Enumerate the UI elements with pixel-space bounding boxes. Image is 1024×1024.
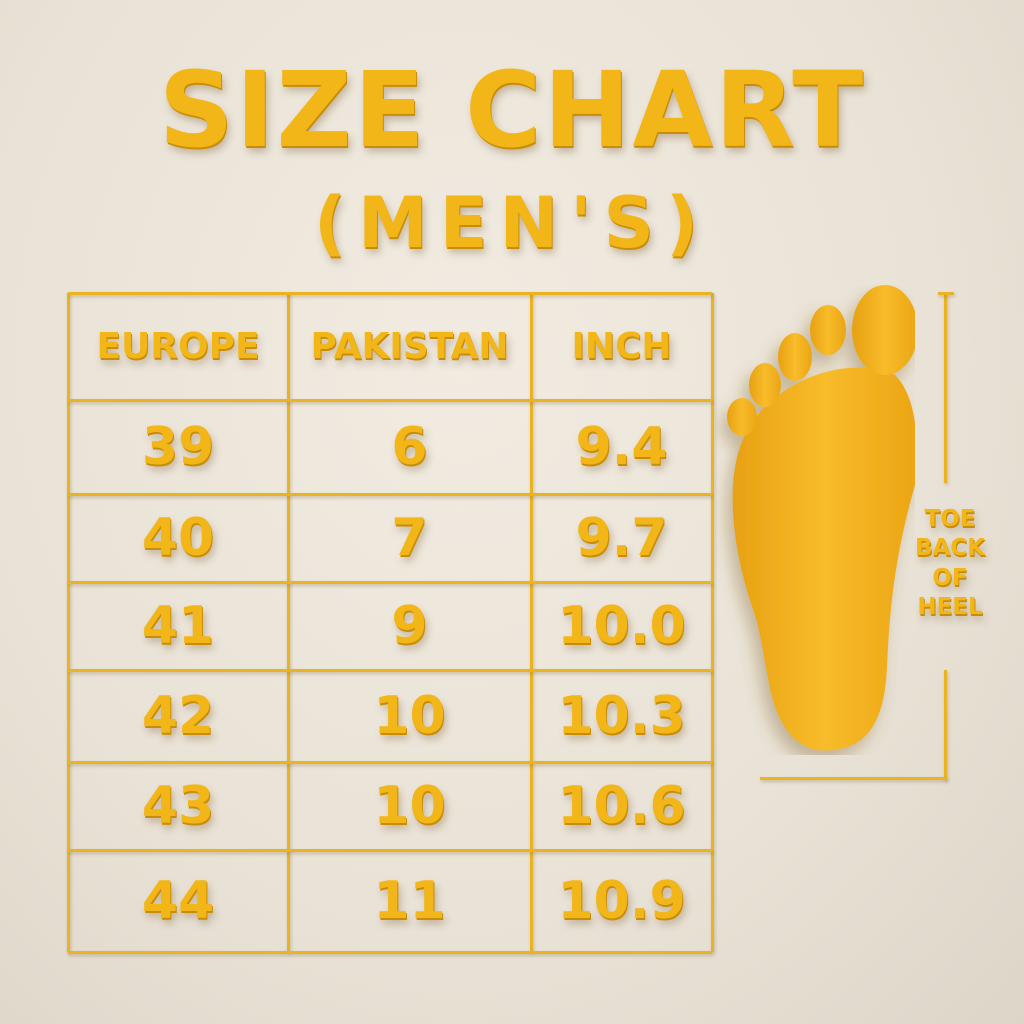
measure-label-line: HEEL [917,594,983,621]
table-cell: 9.4 [575,417,668,477]
table-cell: 39 [141,417,215,477]
table-cell: 9 [391,596,428,656]
size-table: EUROPE PAKISTAN INCH 39 6 9.4 40 7 9.7 41 9 10.0 42 1… [67,292,714,954]
table-column-line [530,293,533,952]
table-cell: 40 [141,508,215,568]
table-header: INCH [571,326,672,367]
table-cell: 10.0 [557,596,686,656]
table-cell: 43 [141,776,215,836]
table-row-line [68,292,712,295]
measure-label-line: BACK [914,535,986,562]
table-cell: 10.6 [557,776,686,836]
table-cell: 7 [391,508,428,568]
measure-line-top [944,293,947,483]
table-column-line [287,293,290,952]
measure-label: TOE BACK OF HEEL [905,505,995,623]
table-cell: 6 [391,417,428,477]
table-row-line [68,761,712,764]
table-cell: 10 [373,686,446,746]
table-cell: 11 [373,871,446,931]
table-column-line [67,293,70,952]
measure-cap-top [938,292,954,295]
table-row-line [68,951,712,954]
table-row-line [68,669,712,672]
measure-line-base [760,777,947,780]
table-column-line [711,293,714,952]
table-cell: 10.9 [557,871,686,931]
measure-label-line: OF [932,564,968,591]
table-cell: 41 [141,596,215,656]
table-cell: 10.3 [557,686,686,746]
table-cell: 9.7 [575,508,668,568]
foot-icon [727,285,915,751]
table-row-line [68,399,712,402]
table-row-line [68,493,712,496]
table-header: EUROPE [96,326,260,367]
table-row-line [68,581,712,584]
page-subtitle: (MEN'S) [314,182,710,264]
table-cell: 44 [141,871,215,931]
measure-line-bottom [944,670,947,780]
table-header: PAKISTAN [310,326,509,367]
page-title: SIZE CHART [158,49,866,171]
table-cell: 42 [141,686,215,746]
table-cell: 10 [373,776,446,836]
measure-label-line: TOE [924,506,976,532]
table-row-line [68,849,712,852]
